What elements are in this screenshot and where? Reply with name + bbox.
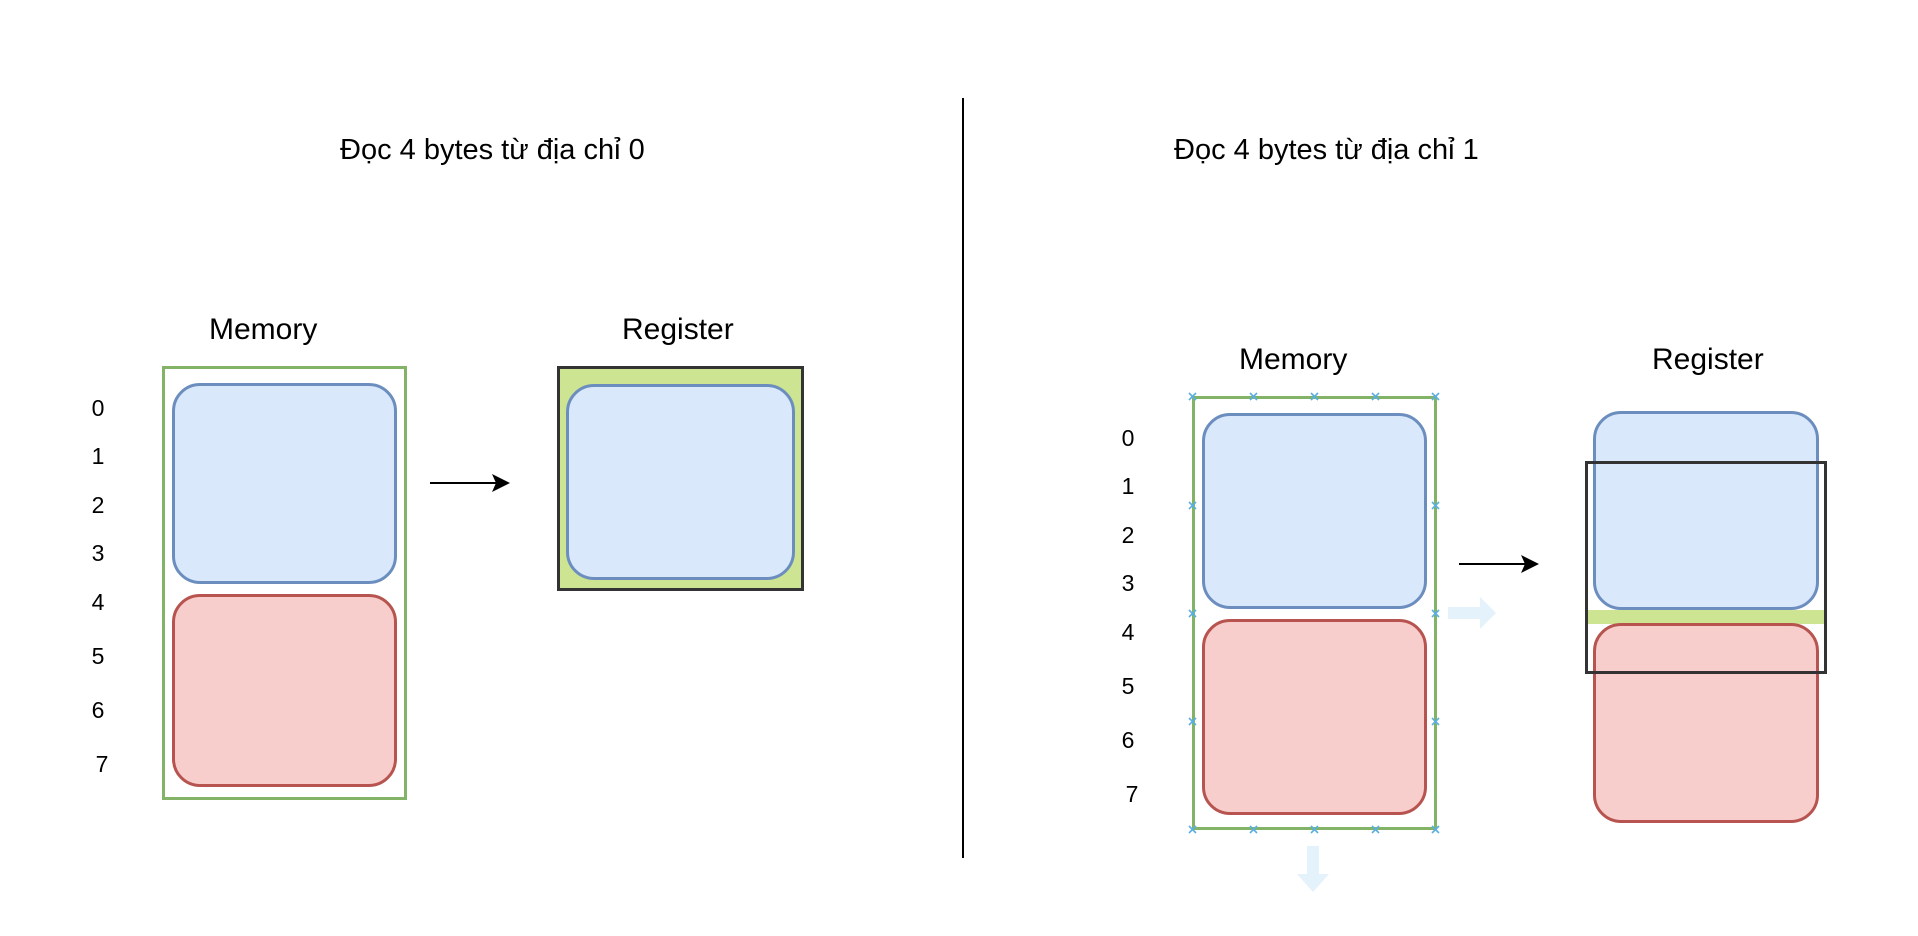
- x-handle-icon: [1310, 392, 1319, 401]
- right-memory-label: Memory: [1239, 343, 1348, 376]
- x-handle-icon: [1188, 501, 1197, 510]
- x-handle-icon: [1249, 392, 1258, 401]
- x-handle-icon: [1431, 609, 1440, 618]
- right-address-4: 4: [1121, 619, 1135, 645]
- left-right-arrow-icon: [430, 474, 510, 492]
- right-address-2: 2: [1121, 522, 1135, 548]
- right-address-6: 6: [1121, 727, 1135, 753]
- right-register-label: Register: [1652, 343, 1764, 376]
- left-register-word-blue[interactable]: [566, 384, 795, 580]
- left-address-3: 3: [91, 540, 105, 566]
- left-memory-label: Memory: [209, 313, 318, 346]
- left-register-label: Register: [622, 313, 734, 346]
- x-handle-icon: [1431, 501, 1440, 510]
- x-handle-icon: [1431, 825, 1440, 834]
- right-register-fill-gap: [1585, 610, 1827, 624]
- right-right-arrow-icon: [1459, 555, 1539, 573]
- hint-arrow-right-icon[interactable]: [1448, 597, 1496, 629]
- right-address-1: 1: [1121, 473, 1135, 499]
- left-address-1: 1: [91, 443, 105, 469]
- right-address-3: 3: [1121, 570, 1135, 596]
- x-handle-icon: [1188, 392, 1197, 401]
- x-handle-icon: [1188, 609, 1197, 618]
- right-register-box: [1585, 461, 1827, 674]
- left-address-6: 6: [91, 697, 105, 723]
- left-memory-frame: [162, 366, 407, 800]
- x-handle-icon: [1371, 825, 1380, 834]
- left-address-5: 5: [91, 643, 105, 669]
- right-register-word-blue[interactable]: [1593, 411, 1819, 610]
- left-address-4: 4: [91, 589, 105, 615]
- x-handle-icon: [1310, 825, 1319, 834]
- x-handle-icon: [1249, 825, 1258, 834]
- left-address-2: 2: [91, 492, 105, 518]
- x-handle-icon: [1371, 392, 1380, 401]
- selection-handles[interactable]: [1188, 392, 1440, 834]
- left-memory-word-blue[interactable]: [172, 383, 397, 584]
- right-address-0: 0: [1121, 425, 1135, 451]
- x-handle-icon: [1431, 717, 1440, 726]
- x-handle-icon: [1188, 717, 1197, 726]
- left-memory-word-red[interactable]: [172, 594, 397, 787]
- hint-arrow-down-icon[interactable]: [1297, 846, 1329, 892]
- panel-divider: [962, 98, 964, 858]
- right-address-5: 5: [1121, 673, 1135, 699]
- left-address-7: 7: [95, 751, 109, 777]
- right-title: Đọc 4 bytes từ địa chỉ 1: [1174, 134, 1479, 166]
- right-memory-word-blue[interactable]: [1202, 413, 1427, 609]
- right-memory-word-red[interactable]: [1202, 619, 1427, 815]
- right-register-word-red[interactable]: [1593, 623, 1819, 823]
- left-address-0: 0: [91, 395, 105, 421]
- left-title: Đọc 4 bytes từ địa chỉ 0: [340, 134, 645, 166]
- right-address-7: 7: [1125, 781, 1139, 807]
- x-handle-icon: [1188, 825, 1197, 834]
- x-handle-icon: [1431, 392, 1440, 401]
